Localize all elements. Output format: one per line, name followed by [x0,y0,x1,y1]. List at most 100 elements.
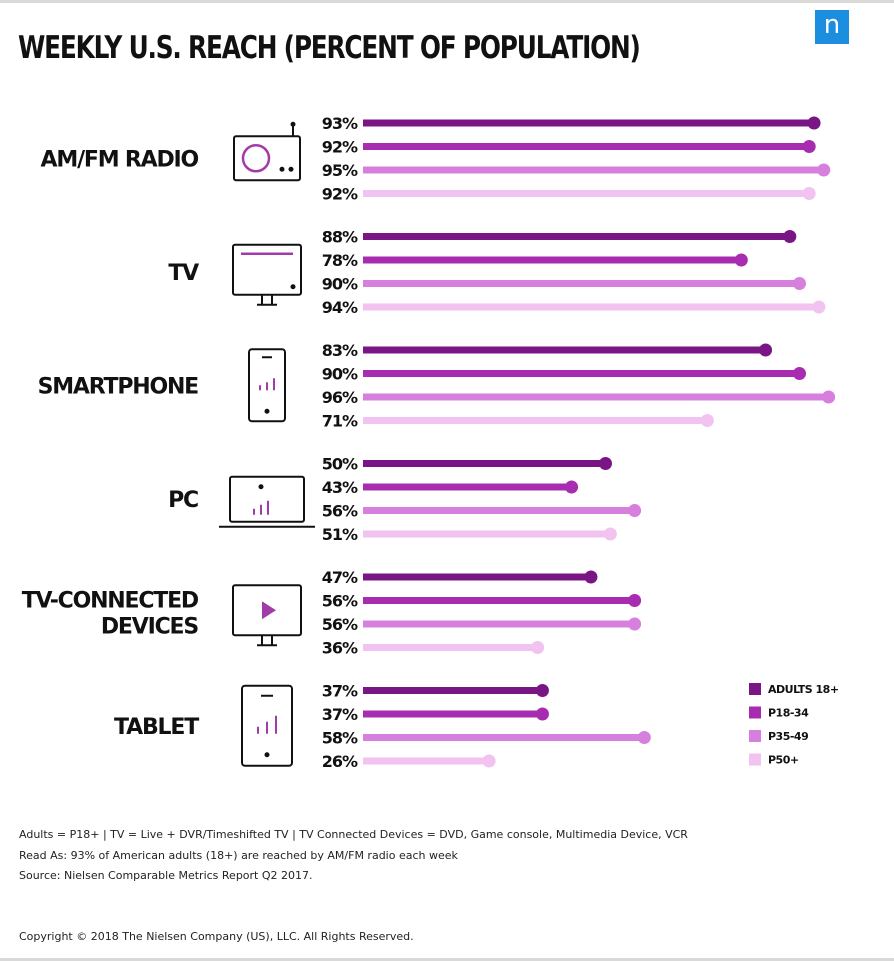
footnote-source: Source: Nielsen Comparable Metrics Repor… [19,869,313,882]
footnote-definitions: Adults = P18+ | TV = Live + DVR/Timeshif… [19,828,688,841]
legend-label: ADULTS 18+ [768,683,839,696]
bar [363,687,543,694]
bar [363,370,800,377]
bar [363,573,591,581]
value-label: 78% [322,251,358,270]
bar-end-dot [759,343,773,357]
bar-end-dot [793,367,806,380]
category-label: DEVICES [101,614,198,639]
legend-swatch [749,706,761,719]
value-label: 94% [322,298,358,317]
bar [363,620,635,628]
tablet-icon [241,684,293,767]
legend-swatch [749,683,761,695]
value-label: 58% [322,729,358,748]
bar-end-dot [531,641,545,654]
category-label: SMARTPHONE [38,374,199,399]
bar-end-dot [637,731,651,744]
bar-end-dot [783,230,797,243]
bar [363,734,645,741]
radio-icon [233,121,301,182]
bar-end-dot [584,570,598,584]
value-label: 83% [322,341,358,360]
bar-end-dot [802,140,816,153]
value-label: 90% [322,275,358,294]
top-border [0,0,894,3]
bar [363,280,800,287]
bar [363,190,810,197]
category-label: TV [168,261,199,286]
bar [363,483,572,491]
value-label: 47% [322,568,358,587]
value-label: 56% [322,615,358,634]
bar [363,757,490,765]
laptop-icon [219,475,315,528]
value-label: 88% [322,228,358,247]
value-label: 93% [322,114,358,133]
category-label: AM/FM RADIO [41,147,199,172]
bar [363,597,635,604]
bar-end-dot [802,187,816,200]
value-label: 36% [322,639,358,658]
bar-end-dot [535,707,549,721]
bar-end-dot [603,527,617,541]
legend-label: P50+ [768,754,799,767]
bar-end-dot [812,300,826,314]
nielsen-logo: n [815,10,849,44]
bar [363,460,606,467]
value-label: 37% [322,682,358,701]
value-label: 50% [322,455,358,474]
legend-swatch [749,730,761,742]
value-label: 92% [322,185,358,204]
bar [363,393,829,401]
bar [363,143,810,150]
value-label: 92% [322,138,358,157]
bar-end-dot [565,480,579,494]
bar [363,710,543,718]
bar [363,256,742,264]
bar [363,417,708,424]
bar-end-dot [807,116,821,130]
legend-label: P18-34 [768,707,809,720]
bar-end-dot [628,504,642,517]
reach-chart: AM/FM RADIO 93% 92% 95% 92% TV 88% 78% 90% 94% SMA… [22,114,840,771]
bar [363,507,635,514]
legend-swatch [749,753,761,766]
bar [363,233,790,240]
footnote-read-as: Read As: 93% of American adults (18+) ar… [19,848,458,862]
value-label: 56% [322,502,358,521]
bar-end-dot [482,754,496,768]
value-label: 37% [322,705,358,724]
bar-end-dot [599,457,612,470]
bar [363,644,538,651]
smartphone-icon [248,348,286,423]
chart-title: WEEKLY U.S. REACH (PERCENT OF POPULATION… [18,30,641,66]
bar-end-dot [628,594,642,607]
value-label: 26% [322,752,358,771]
copyright: Copyright © 2018 The Nielsen Company (US… [19,930,414,943]
bottom-border [0,958,894,961]
tv-icon [232,243,302,306]
value-label: 95% [322,161,358,180]
value-label: 51% [322,525,358,544]
legend-label: P35-49 [768,730,808,743]
value-label: 43% [322,478,358,497]
value-label: 96% [322,388,358,407]
value-label: 56% [322,592,358,611]
bar [363,119,815,127]
category-label: TABLET [114,715,199,740]
tv-play-icon [232,584,302,647]
category-label: TV-CONNECTED [22,588,199,613]
category-label: PC [168,488,198,513]
bar-end-dot [817,163,831,177]
bar-end-dot [793,277,806,290]
bar-end-dot [535,684,549,697]
bar-end-dot [628,617,642,631]
value-label: 90% [322,365,358,384]
bar-end-dot [700,414,714,427]
bar-end-dot [734,253,748,267]
bar [363,530,611,538]
value-label: 71% [322,412,358,431]
bar [363,346,766,354]
footnotes: Adults = P18+ | TV = Live + DVR/Timeshif… [19,825,688,887]
